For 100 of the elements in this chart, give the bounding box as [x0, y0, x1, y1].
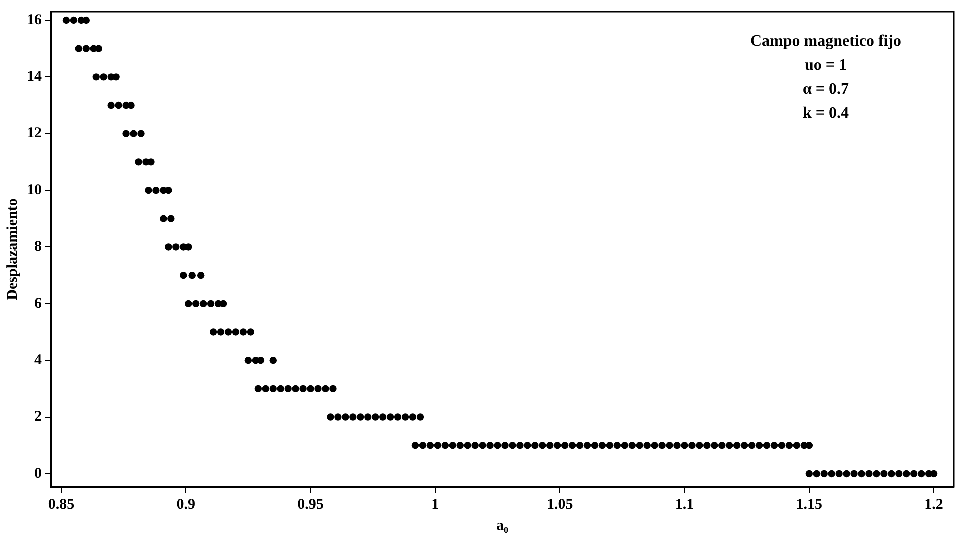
point — [614, 442, 622, 450]
y-tick-label: 10 — [27, 182, 42, 198]
point — [168, 215, 175, 222]
point — [330, 385, 337, 393]
point — [806, 470, 813, 478]
x-tick-label: 1 — [432, 496, 440, 513]
point — [112, 74, 120, 81]
point — [185, 244, 192, 251]
point — [82, 45, 90, 52]
x-tick-label: 0.9 — [176, 496, 196, 513]
point — [257, 357, 265, 364]
point — [644, 442, 651, 450]
point — [292, 385, 300, 393]
point — [843, 470, 850, 478]
point — [210, 328, 218, 336]
point — [628, 442, 636, 450]
point — [591, 442, 599, 450]
annotation: uo = 1 — [804, 57, 848, 74]
point — [813, 470, 820, 478]
point — [502, 442, 509, 450]
point — [138, 130, 145, 138]
point — [82, 16, 90, 24]
point — [192, 300, 200, 308]
point — [217, 328, 225, 336]
point — [322, 385, 330, 393]
point — [307, 385, 314, 393]
y-tick-label: 14 — [27, 69, 42, 86]
point — [207, 300, 215, 308]
point — [416, 414, 424, 421]
point — [442, 442, 450, 450]
point — [327, 414, 334, 421]
point — [820, 470, 828, 478]
point — [546, 442, 554, 450]
point — [770, 442, 778, 450]
x-tick-label: 1.05 — [546, 496, 574, 513]
point — [70, 16, 78, 24]
point — [270, 357, 277, 364]
point — [532, 442, 539, 450]
point — [584, 442, 592, 450]
point — [372, 414, 380, 421]
point — [122, 130, 130, 138]
point — [160, 215, 168, 222]
point — [903, 470, 910, 478]
point — [165, 186, 172, 194]
point — [412, 442, 420, 450]
point — [651, 442, 658, 450]
point — [606, 442, 614, 450]
point — [240, 328, 248, 336]
point — [786, 442, 794, 450]
point — [75, 45, 83, 52]
point — [472, 442, 479, 450]
point — [200, 300, 208, 308]
y-tick-label: 2 — [34, 409, 42, 426]
point — [850, 470, 858, 478]
y-tick-label: 8 — [34, 239, 42, 256]
point — [568, 442, 576, 450]
point — [866, 470, 873, 478]
point — [254, 385, 262, 393]
annotation: Campo magnetico fijo — [750, 33, 902, 50]
point — [232, 328, 240, 336]
point — [740, 442, 748, 450]
point — [554, 442, 562, 450]
point — [342, 414, 350, 421]
point — [704, 442, 711, 450]
point — [314, 385, 322, 393]
point — [364, 414, 372, 421]
point — [509, 442, 516, 450]
point — [402, 414, 410, 421]
point — [598, 442, 606, 450]
point — [379, 414, 387, 421]
point — [636, 442, 644, 450]
x-axis-title: a₀ — [496, 518, 509, 534]
point — [419, 442, 427, 450]
point — [224, 328, 232, 336]
point — [756, 442, 764, 450]
point — [763, 442, 771, 450]
point — [426, 442, 434, 450]
point — [688, 442, 696, 450]
point — [873, 470, 880, 478]
point — [409, 414, 417, 421]
point — [486, 442, 494, 450]
point — [357, 414, 364, 421]
point — [748, 442, 756, 450]
point — [888, 470, 896, 478]
point — [524, 442, 532, 450]
point — [726, 442, 734, 450]
point — [696, 442, 704, 450]
point — [185, 300, 192, 308]
point — [836, 470, 843, 478]
point — [262, 385, 270, 393]
point — [621, 442, 629, 450]
point — [479, 442, 486, 450]
point — [456, 442, 464, 450]
y-tick-label: 12 — [27, 126, 42, 142]
point — [284, 385, 292, 393]
x-tick-label: 1.2 — [924, 496, 944, 513]
point — [244, 357, 252, 364]
point — [464, 442, 472, 450]
point — [918, 470, 926, 478]
annotation: k = 0.4 — [802, 105, 850, 122]
